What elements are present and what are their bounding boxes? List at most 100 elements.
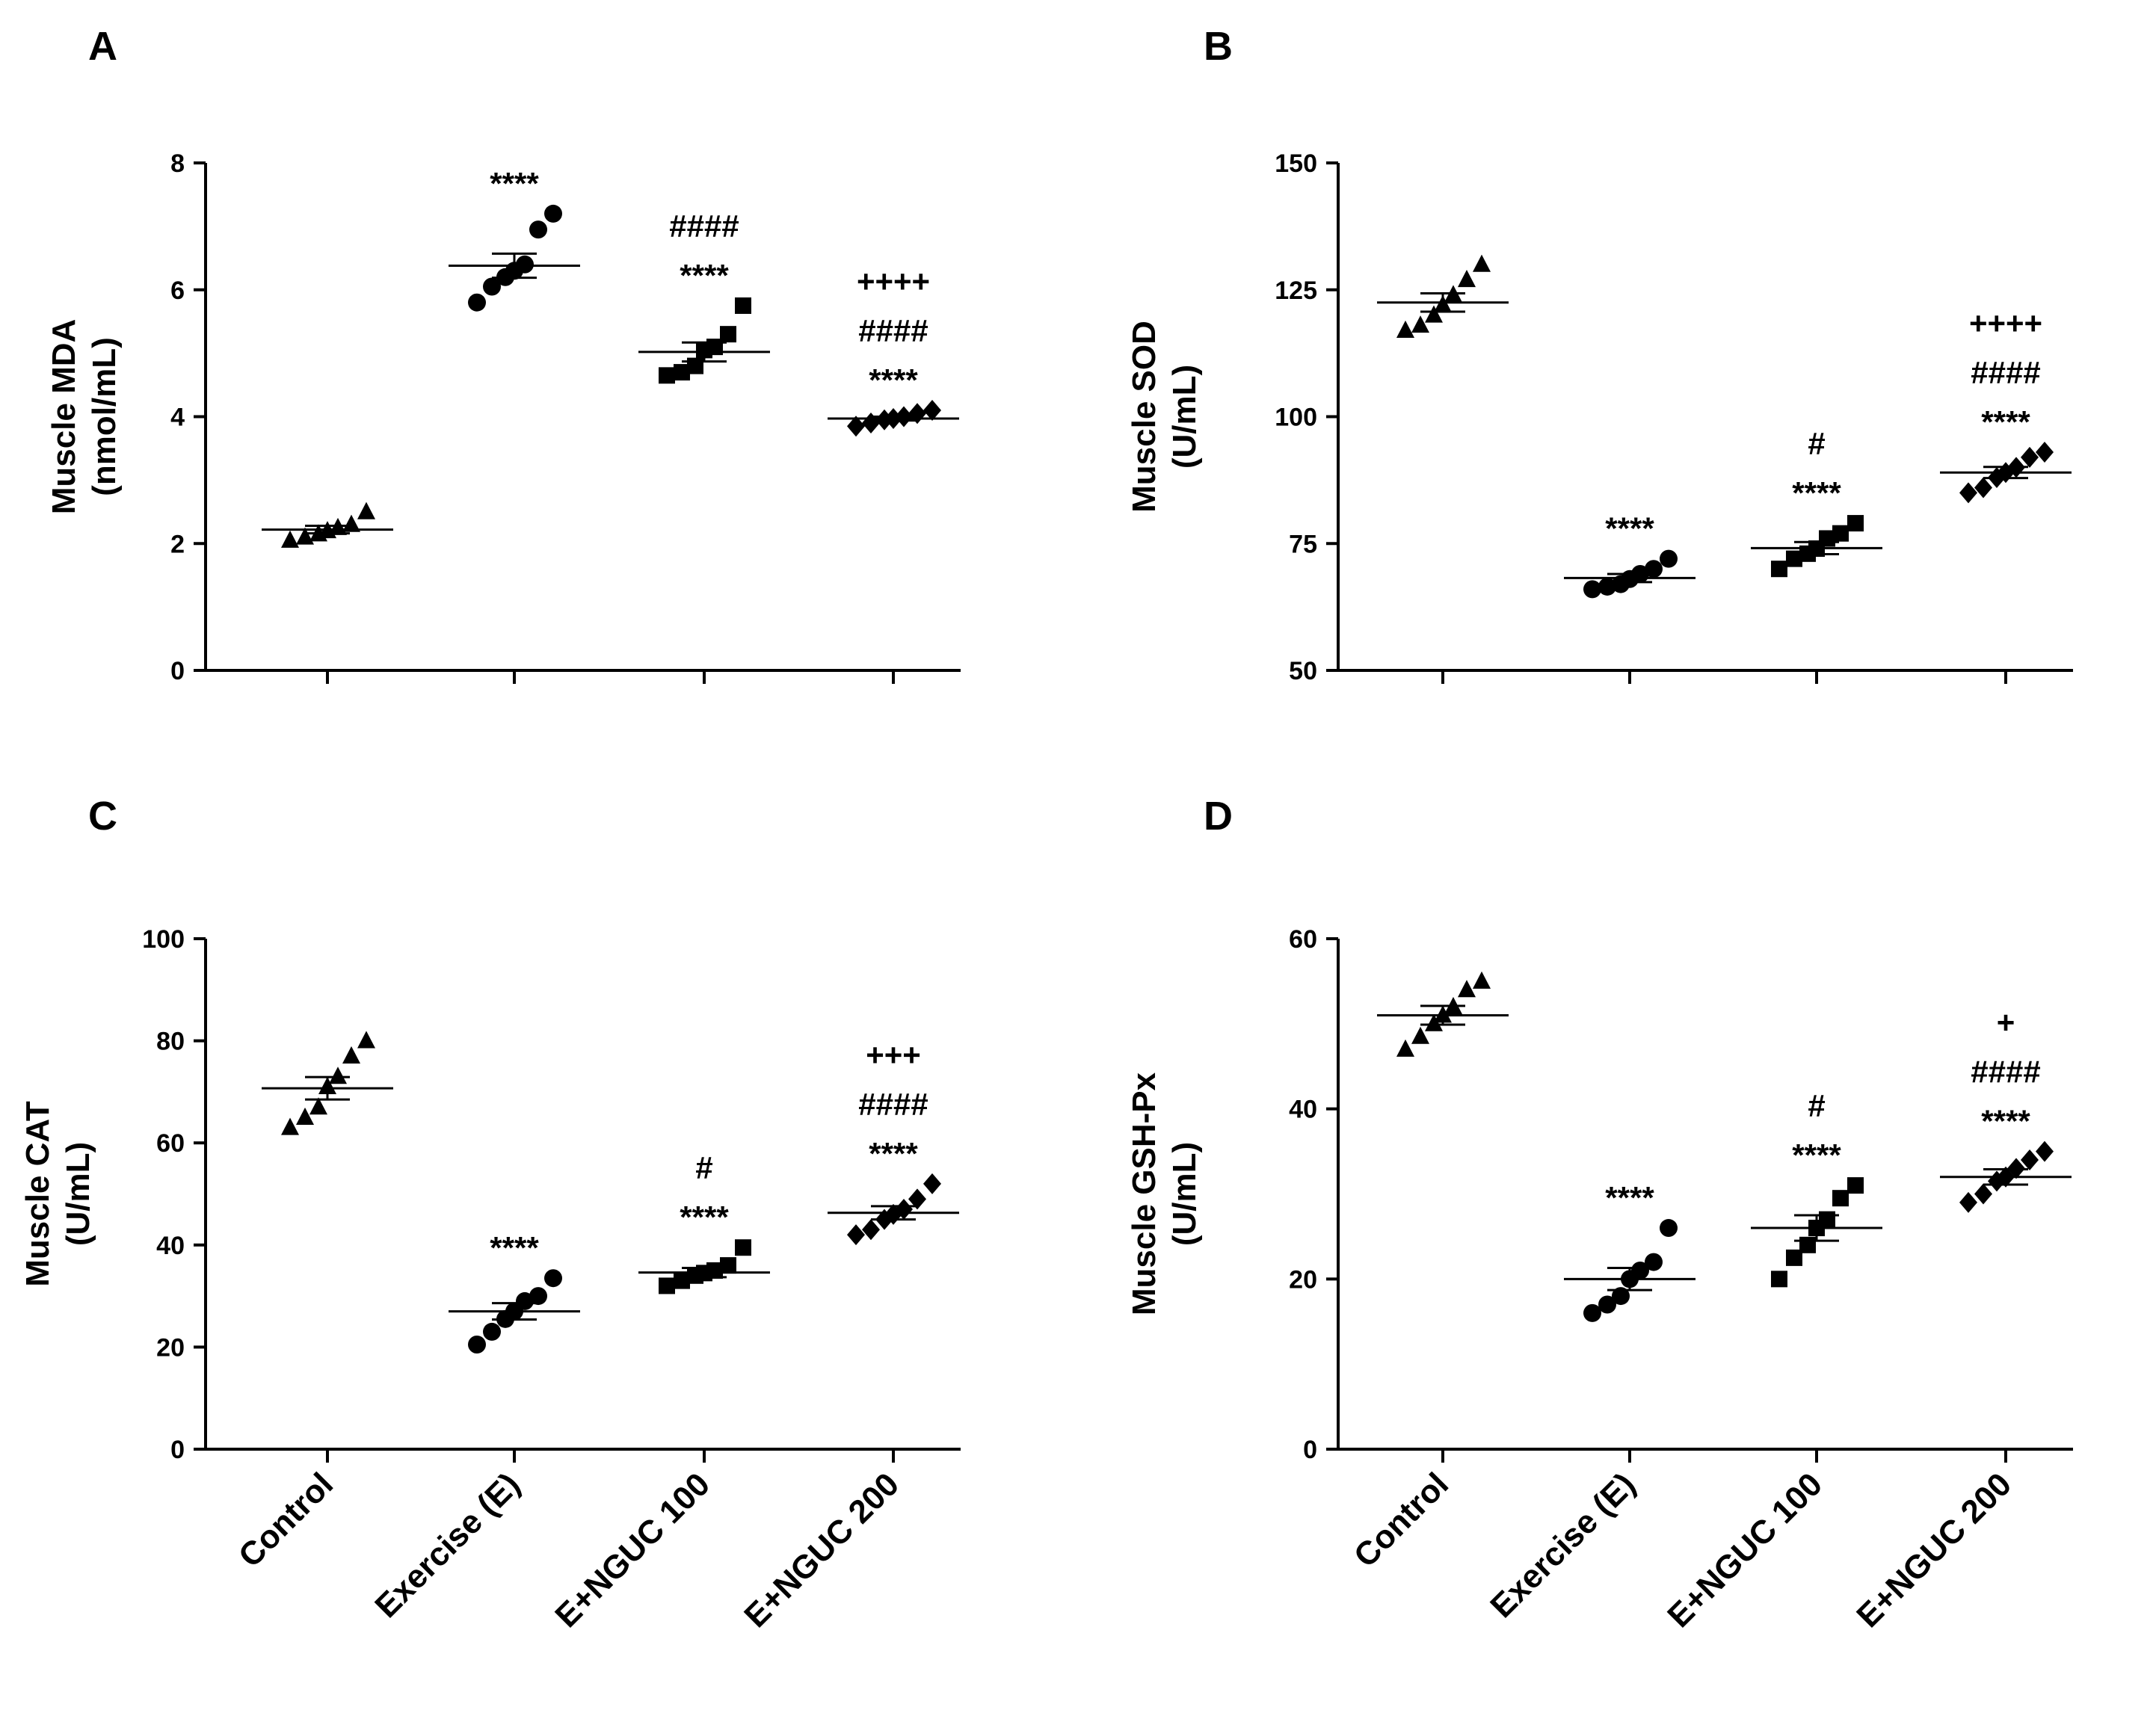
data-point bbox=[1458, 269, 1476, 288]
data-point bbox=[309, 1097, 327, 1115]
panel-letter: A bbox=[88, 24, 117, 69]
data-point bbox=[1847, 515, 1864, 532]
data-point bbox=[1974, 1183, 1992, 1205]
x-category-label: Exercise (E) bbox=[1483, 1466, 1642, 1625]
significance-label: **** bbox=[1605, 511, 1654, 546]
data-point bbox=[342, 514, 360, 532]
y-tick-label: 60 bbox=[156, 1129, 185, 1158]
y-tick-label: 80 bbox=[156, 1028, 185, 1056]
significance-label: # bbox=[1808, 426, 1825, 461]
data-point bbox=[529, 220, 547, 239]
significance-label: ++++ bbox=[1969, 306, 2042, 341]
data-point bbox=[687, 357, 703, 374]
significance-label: **** bbox=[869, 362, 918, 398]
data-point bbox=[923, 1173, 941, 1194]
data-point bbox=[1832, 1190, 1849, 1207]
data-point bbox=[1771, 1271, 1787, 1288]
x-category-label: Exercise (E) bbox=[368, 1466, 527, 1625]
data-point bbox=[544, 204, 562, 223]
significance-label: #### bbox=[858, 313, 928, 348]
data-point bbox=[735, 297, 751, 314]
data-point bbox=[735, 1239, 751, 1256]
data-point bbox=[329, 1067, 347, 1084]
data-point bbox=[1645, 1253, 1663, 1271]
y-axis-label: (U/mL) bbox=[60, 1142, 96, 1246]
data-point bbox=[2036, 1141, 2054, 1162]
data-point bbox=[720, 1257, 736, 1274]
y-axis-label: Muscle MDA bbox=[46, 319, 82, 515]
group-3: **** #### +++ bbox=[828, 1037, 959, 1246]
data-point bbox=[1458, 980, 1476, 998]
data-point bbox=[706, 1262, 723, 1279]
data-point bbox=[1473, 254, 1491, 272]
y-tick-label: 2 bbox=[170, 530, 185, 558]
data-point bbox=[659, 367, 675, 384]
y-axis-label: Muscle SOD bbox=[1126, 321, 1162, 513]
data-point bbox=[516, 1291, 534, 1310]
significance-label: **** bbox=[1981, 404, 2030, 439]
y-tick-label: 40 bbox=[1289, 1096, 1317, 1124]
data-point bbox=[281, 530, 299, 548]
group-1: **** bbox=[1564, 511, 1695, 599]
significance-label: **** bbox=[1605, 1180, 1654, 1215]
y-tick-label: 150 bbox=[1275, 149, 1317, 178]
significance-label: +++ bbox=[866, 1037, 921, 1072]
data-point bbox=[281, 1117, 299, 1135]
y-axis-label: (U/mL) bbox=[1166, 1142, 1203, 1246]
group-0 bbox=[262, 501, 393, 548]
data-point bbox=[1786, 1249, 1802, 1266]
y-tick-label: 8 bbox=[170, 149, 185, 178]
x-category-label: E+NGUC 100 bbox=[548, 1466, 717, 1635]
data-point bbox=[1832, 525, 1849, 542]
group-2: **** # bbox=[638, 1150, 770, 1294]
data-point bbox=[1847, 1177, 1864, 1194]
significance-label: #### bbox=[858, 1087, 928, 1122]
y-tick-label: 20 bbox=[1289, 1265, 1317, 1294]
data-point bbox=[1396, 1039, 1414, 1057]
data-point bbox=[1583, 580, 1601, 599]
significance-label: **** bbox=[680, 1200, 729, 1235]
significance-label: #### bbox=[1971, 355, 2040, 390]
y-tick-label: 20 bbox=[156, 1333, 185, 1362]
y-tick-label: 60 bbox=[1289, 925, 1317, 954]
data-point bbox=[1598, 1295, 1616, 1314]
y-tick-label: 4 bbox=[170, 404, 185, 432]
panel-letter: C bbox=[88, 794, 117, 839]
significance-label: **** bbox=[490, 166, 539, 201]
significance-label: #### bbox=[1971, 1055, 2040, 1090]
data-point bbox=[296, 1107, 314, 1125]
data-point bbox=[483, 277, 501, 296]
group-0 bbox=[1377, 254, 1509, 338]
data-point bbox=[516, 255, 534, 274]
group-0 bbox=[1377, 971, 1509, 1057]
significance-label: # bbox=[1808, 1088, 1825, 1123]
data-point bbox=[659, 1277, 675, 1294]
group-2: **** # bbox=[1751, 426, 1882, 578]
y-tick-label: 0 bbox=[170, 1436, 185, 1464]
data-point bbox=[1425, 1013, 1443, 1031]
y-axis-label: (nmol/mL) bbox=[86, 337, 123, 496]
data-point bbox=[357, 501, 375, 519]
data-point bbox=[1396, 320, 1414, 338]
y-tick-label: 100 bbox=[1275, 404, 1317, 432]
data-point bbox=[544, 1269, 562, 1288]
data-point bbox=[357, 1031, 375, 1049]
data-point bbox=[1583, 1303, 1601, 1322]
panel-letter: B bbox=[1204, 24, 1233, 69]
panel-letter: D bbox=[1204, 794, 1233, 839]
data-point bbox=[342, 1046, 360, 1064]
significance-label: # bbox=[695, 1150, 712, 1185]
y-tick-label: 75 bbox=[1289, 530, 1317, 558]
group-3: **** #### ++++ bbox=[828, 264, 959, 437]
x-category-label: E+NGUC 200 bbox=[1849, 1466, 2018, 1635]
y-tick-label: 0 bbox=[170, 657, 185, 685]
data-point bbox=[296, 527, 314, 545]
group-3: **** #### ++++ bbox=[1940, 306, 2072, 504]
data-point bbox=[2021, 1149, 2039, 1170]
data-point bbox=[1473, 971, 1491, 989]
significance-label: **** bbox=[680, 258, 729, 293]
data-point bbox=[2036, 442, 2054, 463]
group-1: **** bbox=[449, 1230, 580, 1354]
